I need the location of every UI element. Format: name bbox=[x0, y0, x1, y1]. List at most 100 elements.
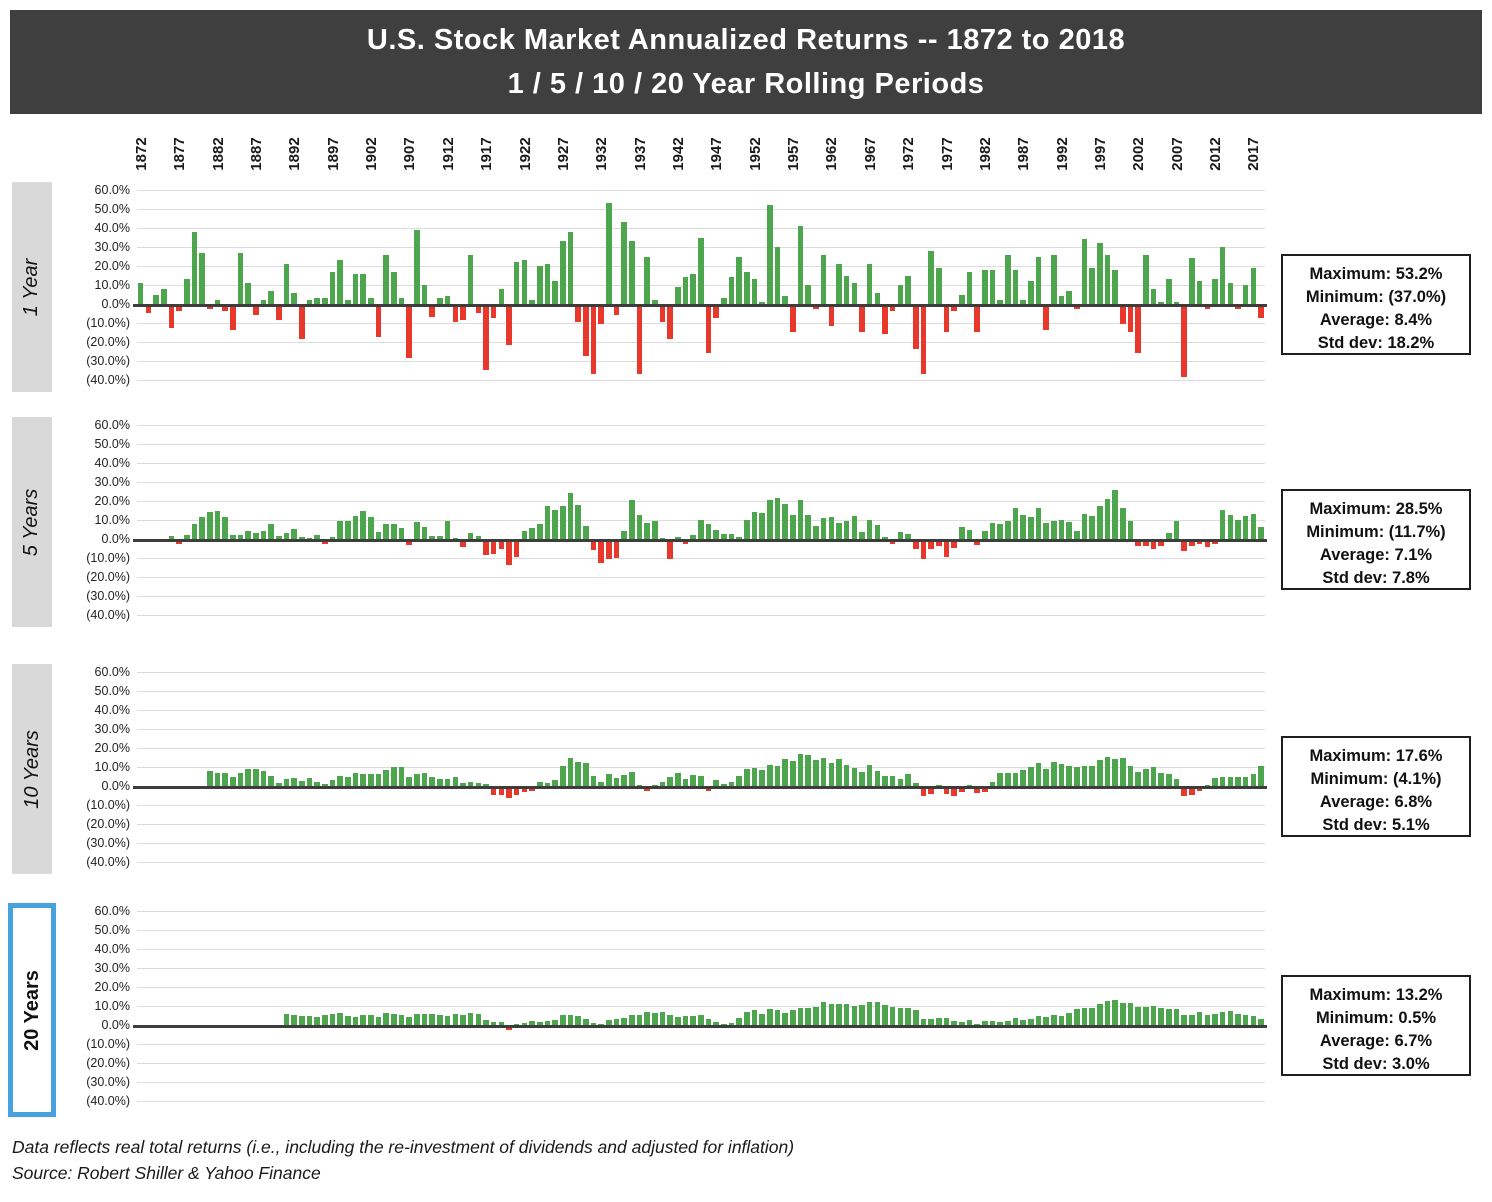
bar-20-years-2016 bbox=[1242, 1014, 1249, 1025]
bar-10-years-1950 bbox=[736, 775, 743, 786]
bar-1-year-1916 bbox=[475, 307, 482, 313]
bar-20-years-1989 bbox=[1035, 1015, 1042, 1025]
bar-20-years-1894 bbox=[306, 1016, 313, 1025]
gridline bbox=[137, 767, 1265, 768]
bar-10-years-1949 bbox=[728, 781, 735, 786]
bar-5-years-1908 bbox=[414, 521, 420, 539]
bar-10-years-1957 bbox=[790, 760, 796, 786]
bar-1-year-1997 bbox=[1097, 243, 1103, 304]
bar-1-year-1991 bbox=[1051, 254, 1057, 304]
bar-10-years-1976 bbox=[935, 784, 942, 786]
bar-10-years-2006 bbox=[1166, 774, 1172, 786]
bar-5-years-1983 bbox=[989, 523, 996, 539]
bar-5-years-1964 bbox=[843, 521, 850, 539]
bar-20-years-1987 bbox=[1020, 1019, 1026, 1025]
bar-10-years-1945 bbox=[698, 776, 704, 786]
bar-10-years-1885 bbox=[237, 773, 244, 786]
bar-20-years-1949 bbox=[728, 1022, 735, 1025]
page-title: U.S. Stock Market Annualized Returns -- … bbox=[366, 24, 1126, 56]
bar-5-years-1913 bbox=[452, 537, 459, 539]
bar-20-years-2011 bbox=[1204, 1014, 1211, 1025]
bar-20-years-1903 bbox=[375, 1016, 382, 1025]
bar-20-years-1931 bbox=[590, 1023, 597, 1025]
bar-20-years-2001 bbox=[1127, 1002, 1134, 1025]
bar-20-years-1901 bbox=[360, 1015, 367, 1025]
gridline bbox=[137, 190, 1265, 191]
bar-5-years-1937 bbox=[636, 514, 643, 539]
bar-1-year-1978 bbox=[951, 307, 957, 311]
bar-5-years-1997 bbox=[1097, 505, 1103, 539]
bar-1-year-1949 bbox=[728, 277, 735, 304]
bar-5-years-2015 bbox=[1235, 520, 1241, 539]
stat-line-average: Average: 8.4% bbox=[1319, 311, 1433, 329]
bar-5-years-1956 bbox=[782, 503, 789, 539]
bar-5-years-1992 bbox=[1058, 519, 1065, 539]
bar-20-years-1975 bbox=[928, 1018, 934, 1025]
bar-10-years-1998 bbox=[1104, 757, 1111, 786]
bar-5-years-1936 bbox=[629, 499, 635, 539]
bar-10-years-2008 bbox=[1181, 789, 1188, 796]
bar-20-years-1945 bbox=[698, 1014, 704, 1025]
stat-line-minimum: Minimum: 0.5% bbox=[1315, 1009, 1437, 1027]
bar-10-years-1909 bbox=[421, 772, 428, 786]
bar-20-years-2007 bbox=[1173, 1008, 1180, 1025]
bar-20-years-1980 bbox=[966, 1019, 973, 1025]
bar-5-years-1890 bbox=[276, 535, 282, 539]
bar-5-years-1926 bbox=[552, 509, 558, 539]
bar-1-year-2012 bbox=[1212, 279, 1218, 304]
bar-20-years-2002 bbox=[1135, 1007, 1142, 1025]
bar-1-year-1907 bbox=[406, 307, 413, 359]
y-tick-label: 50.0% bbox=[94, 923, 130, 937]
bar-1-year-1962 bbox=[828, 307, 835, 326]
bar-1-year-1994 bbox=[1074, 307, 1080, 309]
y-tick-label: (40.0%) bbox=[86, 373, 130, 387]
bar-20-years-1962 bbox=[828, 1004, 835, 1025]
bar-5-years-1968 bbox=[874, 525, 881, 539]
bar-5-years-1990 bbox=[1043, 523, 1049, 539]
bar-5-years-1892 bbox=[291, 528, 297, 539]
bar-1-year-1977 bbox=[943, 307, 950, 332]
bar-1-year-1975 bbox=[928, 250, 934, 304]
bar-1-year-1983 bbox=[989, 269, 996, 304]
bar-5-years-1974 bbox=[920, 542, 927, 559]
bar-20-years-1899 bbox=[345, 1015, 351, 1025]
bar-1-year-1915 bbox=[467, 254, 474, 304]
bar-20-years-1960 bbox=[813, 1006, 819, 1025]
bar-20-years-2013 bbox=[1219, 1012, 1226, 1025]
bar-1-year-1875 bbox=[160, 288, 167, 304]
bar-10-years-1915 bbox=[467, 781, 474, 786]
gridline bbox=[137, 444, 1265, 445]
bar-20-years-1979 bbox=[958, 1021, 965, 1025]
y-tick-label: 10.0% bbox=[94, 999, 130, 1013]
bar-10-years-1956 bbox=[782, 758, 789, 786]
bar-1-year-1922 bbox=[521, 260, 528, 304]
bar-20-years-1944 bbox=[690, 1015, 696, 1025]
gridline bbox=[137, 1006, 1265, 1007]
bar-10-years-1910 bbox=[429, 776, 436, 786]
bar-20-years-1998 bbox=[1104, 1001, 1111, 1025]
bar-20-years-1981 bbox=[974, 1023, 980, 1025]
bar-5-years-1899 bbox=[345, 521, 351, 539]
bar-10-years-1902 bbox=[368, 774, 374, 786]
bar-5-years-1900 bbox=[352, 516, 359, 539]
y-tick-label: 50.0% bbox=[94, 437, 130, 451]
bar-20-years-1995 bbox=[1081, 1008, 1088, 1025]
bar-10-years-1882 bbox=[214, 773, 221, 786]
bar-5-years-1989 bbox=[1035, 508, 1042, 539]
y-tick-label: 60.0% bbox=[94, 665, 130, 679]
panel-label-text: 20 Years bbox=[20, 969, 43, 1051]
bar-20-years-2009 bbox=[1189, 1014, 1195, 1025]
bar-20-years-1913 bbox=[452, 1014, 459, 1025]
panel-label-text: 1 Year bbox=[20, 258, 43, 316]
y-tick-label: (40.0%) bbox=[86, 1094, 130, 1108]
bar-20-years-1933 bbox=[605, 1019, 612, 1025]
bar-1-year-1898 bbox=[337, 260, 343, 304]
bar-1-year-1954 bbox=[767, 205, 773, 304]
bar-5-years-1909 bbox=[421, 527, 428, 539]
panel-label-10-years: 10 Years bbox=[12, 664, 52, 874]
bar-5-years-2016 bbox=[1242, 515, 1249, 539]
bar-1-year-1892 bbox=[291, 292, 297, 304]
bar-5-years-1881 bbox=[206, 512, 213, 539]
bar-1-year-1882 bbox=[214, 300, 221, 304]
bar-20-years-1924 bbox=[536, 1021, 543, 1025]
